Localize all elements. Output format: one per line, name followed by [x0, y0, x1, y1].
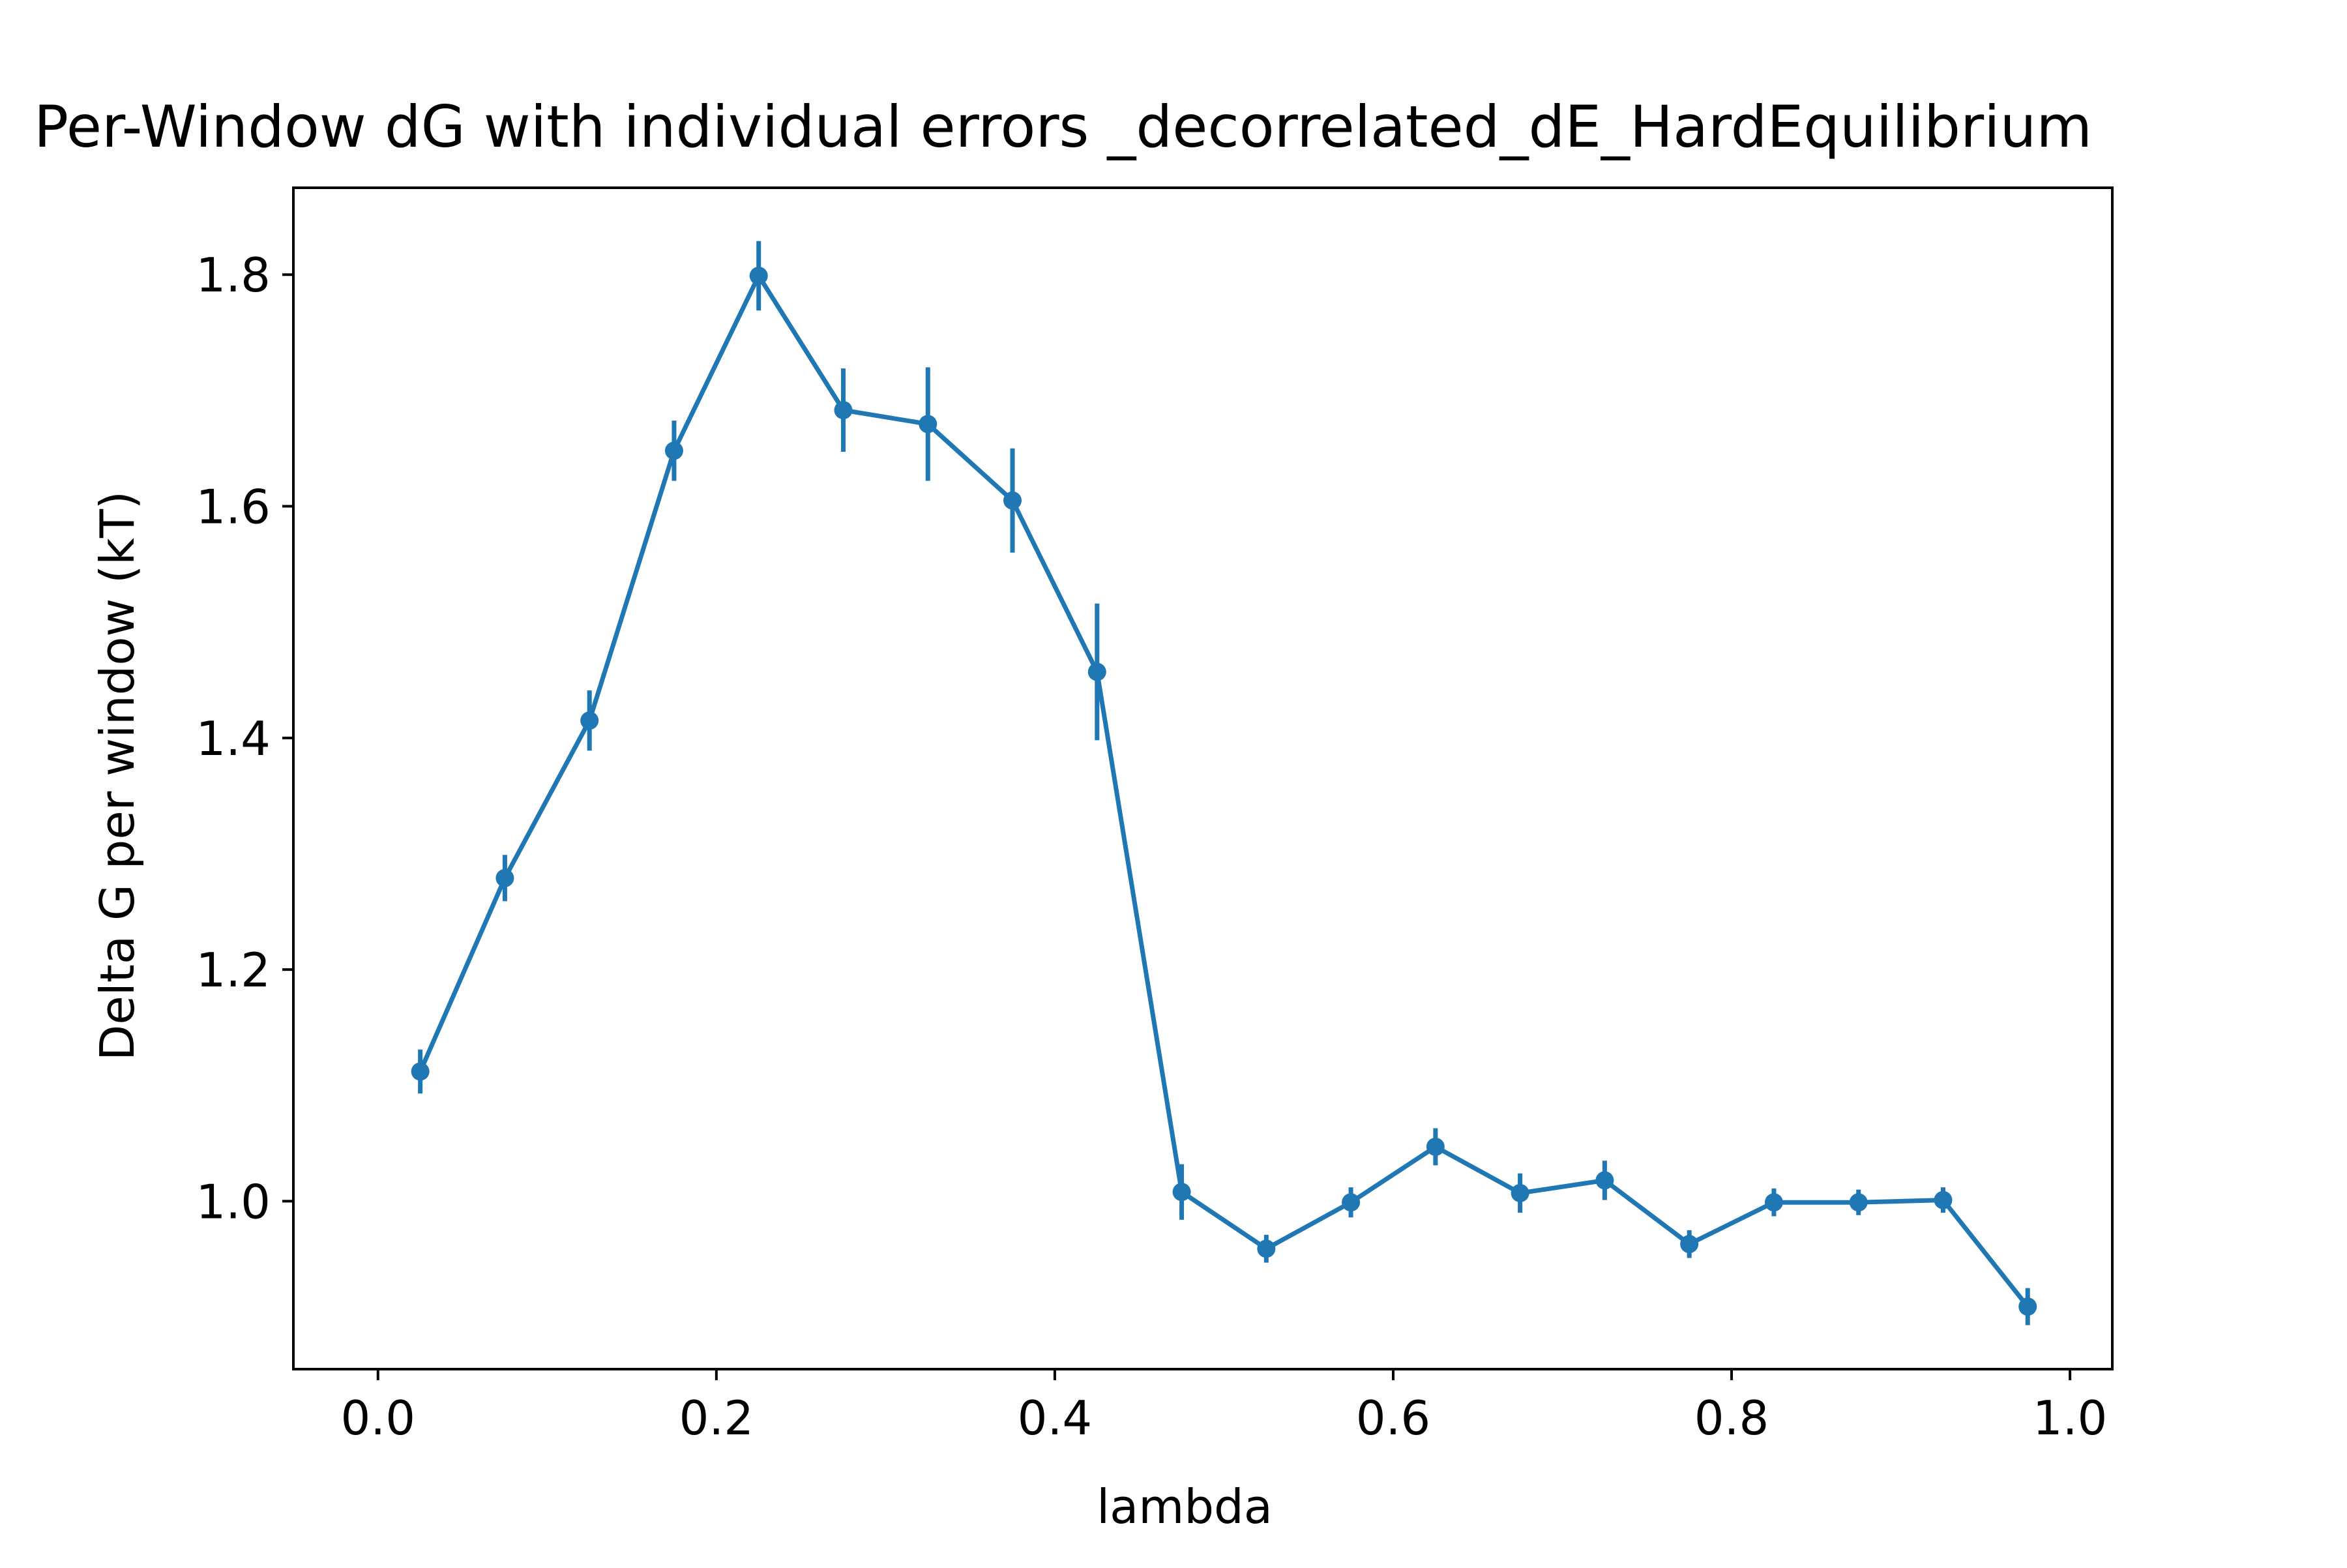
x-tick-label: 1.0 [2033, 1391, 2108, 1445]
x-tick-label: 0.2 [679, 1391, 754, 1445]
data-point [1342, 1193, 1361, 1212]
data-point [2018, 1297, 2037, 1316]
series-line [418, 273, 2030, 1309]
data-point [1426, 1137, 1445, 1156]
data-point [664, 441, 683, 460]
data-point [1172, 1183, 1191, 1202]
chart-title: Per-Window dG with individual errors _de… [34, 93, 2092, 160]
data-point [1680, 1235, 1699, 1254]
data-point [1764, 1193, 1783, 1212]
plot-frame [292, 186, 2114, 1370]
y-tick-label: 1.2 [196, 943, 271, 998]
x-axis: 0.0 0.2 0.4 0.6 0.8 1.0 [341, 1369, 2108, 1445]
y-axis: 1.0 1.2 1.4 1.6 1.8 [196, 248, 293, 1229]
data-point [1595, 1171, 1614, 1190]
data-point [580, 711, 599, 730]
data-point [411, 1062, 430, 1081]
x-tick-label: 0.8 [1694, 1391, 1769, 1445]
x-tick-label: 0.6 [1356, 1391, 1431, 1445]
data-point [1511, 1183, 1529, 1202]
data-point [919, 415, 937, 434]
y-tick-label: 1.8 [196, 248, 271, 303]
data-point [495, 868, 514, 887]
data-point [1934, 1191, 1953, 1209]
data-point [1087, 662, 1106, 681]
data-point [834, 401, 853, 420]
data-point [749, 267, 768, 286]
y-tick-label: 1.6 [196, 480, 271, 535]
data-point [1257, 1239, 1276, 1258]
series-group [411, 241, 2037, 1325]
y-tick-label: 1.4 [196, 711, 271, 766]
plot-area [292, 186, 2114, 1370]
x-axis-label: lambda [1097, 1479, 1273, 1534]
x-tick-label: 0.4 [1018, 1391, 1093, 1445]
data-point [1849, 1193, 1868, 1212]
data-point [1003, 491, 1022, 510]
y-axis-label: Delta G per window (kT) [90, 491, 145, 1061]
y-tick-label: 1.0 [196, 1174, 271, 1229]
x-tick-label: 0.0 [341, 1391, 416, 1445]
